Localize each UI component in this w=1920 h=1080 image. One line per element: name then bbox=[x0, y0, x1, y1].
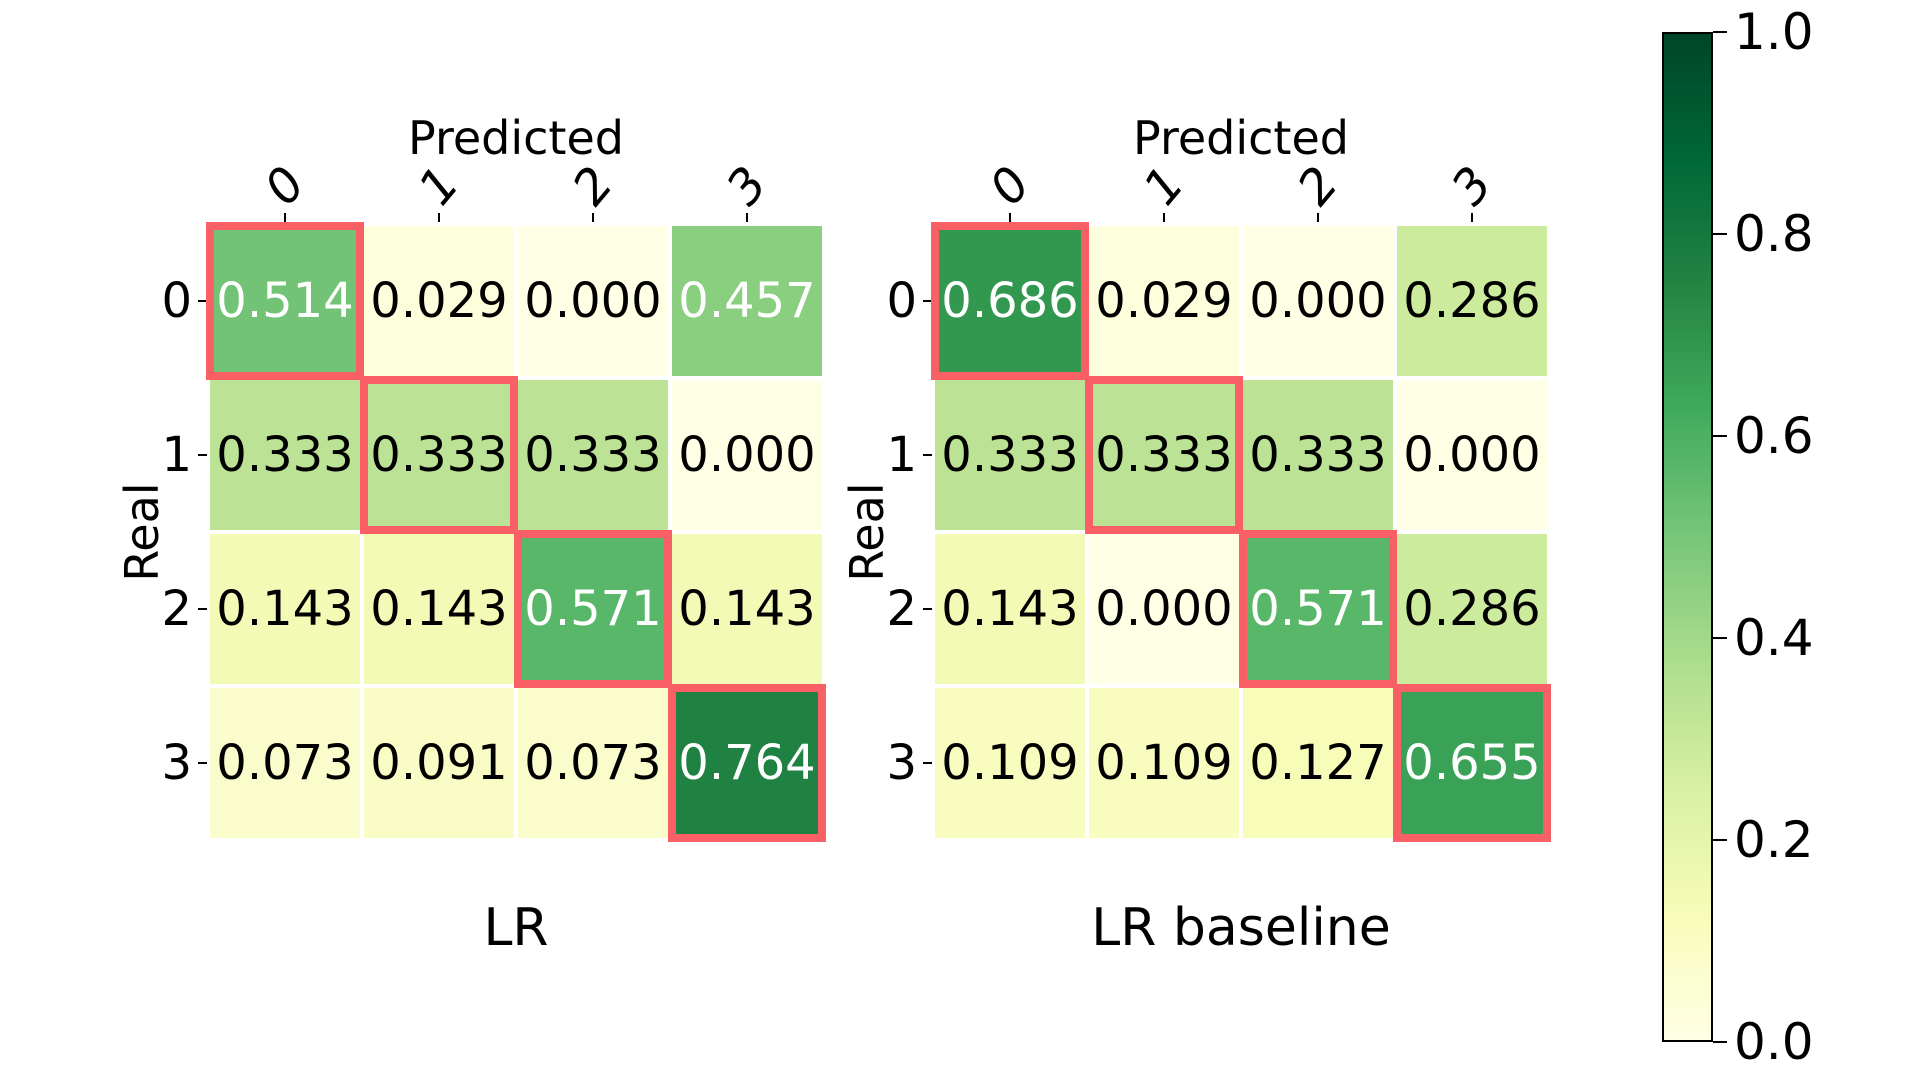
confusion-matrix-panel-lr-baseline: Predicted Real 0.686 0.029 0.000 0.286 0.333… bbox=[840, 111, 1551, 958]
row-tick-mark bbox=[923, 454, 932, 456]
matrix-cell: 0.143 bbox=[210, 534, 360, 684]
matrix-cell: 0.000 bbox=[1089, 534, 1239, 684]
matrix-cell: 0.109 bbox=[1089, 688, 1239, 838]
matrix-cell: 0.000 bbox=[518, 226, 668, 376]
matrix-cell: 0.764 bbox=[668, 684, 826, 842]
colorbar-tick-label: 1.0 bbox=[1734, 3, 1814, 61]
row-tick-mark bbox=[923, 300, 932, 302]
column-tick-mark bbox=[592, 213, 594, 222]
matrix-cell: 0.000 bbox=[1243, 226, 1393, 376]
colorbar: 1.0 0.8 0.6 0.4 0.2 0.0 bbox=[1662, 7, 1814, 1067]
colorbar-gradient bbox=[1662, 32, 1713, 1042]
matrix-cell: 0.286 bbox=[1397, 534, 1547, 684]
matrix-cell: 0.514 bbox=[206, 222, 364, 380]
column-tick-mark bbox=[1471, 213, 1473, 222]
matrix-cell: 0.333 bbox=[210, 380, 360, 530]
colorbar-tick-label: 0.4 bbox=[1734, 609, 1814, 667]
colorbar-tick-label: 0.2 bbox=[1734, 811, 1814, 869]
matrix-cell: 0.073 bbox=[518, 688, 668, 838]
matrix-cell: 0.143 bbox=[672, 534, 822, 684]
matrix-cell: 0.073 bbox=[210, 688, 360, 838]
matrix-cell: 0.333 bbox=[518, 380, 668, 530]
row-tick-mark bbox=[923, 608, 932, 610]
row-tick-mark bbox=[923, 762, 932, 764]
column-tick-mark bbox=[1163, 213, 1165, 222]
matrix-cell: 0.333 bbox=[935, 380, 1085, 530]
column-tick-label: 3 bbox=[1440, 156, 1504, 216]
colorbar-tick-mark bbox=[1713, 31, 1727, 33]
heatmap-grid: 0.514 0.029 0.000 0.457 0.333 0.333 0.333 0.000… bbox=[206, 222, 826, 842]
row-tick-label: 3 bbox=[886, 735, 917, 791]
colorbar-tick-label: 0.0 bbox=[1734, 1013, 1814, 1071]
matrix-cell: 0.333 bbox=[1243, 380, 1393, 530]
colorbar-tick-mark bbox=[1713, 637, 1727, 639]
matrix-cell: 0.109 bbox=[935, 688, 1085, 838]
matrix-cell: 0.571 bbox=[1239, 530, 1397, 688]
row-tick-mark bbox=[198, 608, 207, 610]
column-tick-mark bbox=[438, 213, 440, 222]
matrix-cell: 0.029 bbox=[1089, 226, 1239, 376]
row-tick-label: 2 bbox=[886, 581, 917, 637]
matrix-cell: 0.143 bbox=[935, 534, 1085, 684]
matrix-cell: 0.686 bbox=[931, 222, 1089, 380]
matrix-cell: 0.143 bbox=[364, 534, 514, 684]
colorbar-tick-mark bbox=[1713, 839, 1727, 841]
row-tick-label: 2 bbox=[161, 581, 192, 637]
matrix-cell: 0.457 bbox=[672, 226, 822, 376]
x-axis-title: Predicted bbox=[1133, 111, 1349, 165]
column-tick-mark bbox=[1317, 213, 1319, 222]
x-axis-title: Predicted bbox=[408, 111, 624, 165]
colorbar-tick-label: 0.8 bbox=[1734, 205, 1814, 263]
row-tick-label: 1 bbox=[161, 427, 192, 483]
panel-title: LR baseline bbox=[1091, 898, 1391, 958]
column-tick-label: 1 bbox=[407, 156, 471, 216]
matrix-cell: 0.127 bbox=[1243, 688, 1393, 838]
row-tick-mark bbox=[198, 762, 207, 764]
matrix-cell: 0.571 bbox=[514, 530, 672, 688]
confusion-matrix-panel-lr: Predicted Real 0.514 0.029 0.000 0.457 0.333… bbox=[115, 111, 826, 958]
column-tick-mark bbox=[746, 213, 748, 222]
column-tick-mark bbox=[284, 213, 286, 222]
column-tick-label: 1 bbox=[1132, 156, 1196, 216]
column-tick-mark bbox=[1009, 213, 1011, 222]
row-tick-label: 3 bbox=[161, 735, 192, 791]
column-tick-label: 2 bbox=[1286, 156, 1350, 216]
column-tick-label: 2 bbox=[561, 156, 625, 216]
heatmap-grid: 0.686 0.029 0.000 0.286 0.333 0.333 0.333 0.000… bbox=[931, 222, 1551, 842]
colorbar-tick-mark bbox=[1713, 1041, 1727, 1043]
matrix-cell: 0.091 bbox=[364, 688, 514, 838]
matrix-cell: 0.286 bbox=[1397, 226, 1547, 376]
matrix-cell: 0.333 bbox=[360, 376, 518, 534]
column-tick-label: 3 bbox=[715, 156, 779, 216]
colorbar-tick-label: 0.6 bbox=[1734, 407, 1814, 465]
matrix-cell: 0.000 bbox=[1397, 380, 1547, 530]
column-tick-label: 0 bbox=[253, 156, 317, 216]
matrix-cell: 0.000 bbox=[672, 380, 822, 530]
row-tick-label: 1 bbox=[886, 427, 917, 483]
matrix-cell: 0.655 bbox=[1393, 684, 1551, 842]
panel-title: LR bbox=[483, 898, 549, 958]
matrix-cell: 0.333 bbox=[1085, 376, 1243, 534]
column-tick-label: 0 bbox=[978, 156, 1042, 216]
row-tick-label: 0 bbox=[161, 273, 192, 329]
row-tick-mark bbox=[198, 300, 207, 302]
row-tick-label: 0 bbox=[886, 273, 917, 329]
matrix-cell: 0.029 bbox=[364, 226, 514, 376]
y-axis-title: Real bbox=[840, 482, 894, 582]
y-axis-title: Real bbox=[115, 482, 169, 582]
row-tick-mark bbox=[198, 454, 207, 456]
colorbar-tick-mark bbox=[1713, 435, 1727, 437]
colorbar-tick-mark bbox=[1713, 233, 1727, 235]
